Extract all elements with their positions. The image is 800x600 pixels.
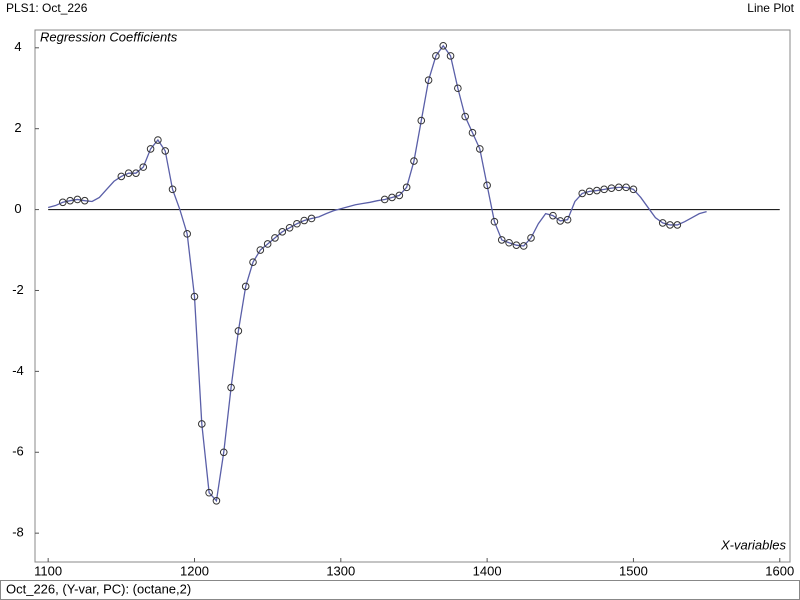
data-point xyxy=(549,211,557,220)
data-point xyxy=(395,191,404,200)
data-point xyxy=(234,327,243,335)
x-tick-label: 1500 xyxy=(619,563,648,578)
data-point xyxy=(146,145,155,153)
data-point xyxy=(278,228,287,236)
data-point xyxy=(227,383,235,392)
x-tick-label: 1400 xyxy=(473,563,502,578)
data-point xyxy=(66,196,74,205)
y-tick-label: 2 xyxy=(14,120,21,135)
data-point xyxy=(629,185,638,194)
data-point xyxy=(388,193,396,202)
data-point xyxy=(161,147,170,155)
data-point xyxy=(505,238,513,247)
data-point xyxy=(432,52,440,60)
data-point xyxy=(139,163,148,171)
data-point xyxy=(402,183,411,192)
data-point xyxy=(190,292,199,301)
x-axis-label: X-variables xyxy=(720,537,787,552)
data-line xyxy=(47,44,707,503)
data-point xyxy=(307,214,316,223)
data-point xyxy=(73,195,82,204)
data-point xyxy=(132,169,140,177)
data-point xyxy=(519,242,528,250)
data-point xyxy=(483,181,491,190)
data-point xyxy=(249,258,257,266)
x-tick-label: 1300 xyxy=(326,563,355,578)
data-point xyxy=(454,84,462,93)
data-point xyxy=(607,184,616,192)
x-tick-label: 1100 xyxy=(34,563,62,578)
y-tick-label: -2 xyxy=(12,282,24,297)
data-point xyxy=(527,234,535,242)
data-point xyxy=(271,234,279,242)
data-point xyxy=(154,136,162,144)
data-point xyxy=(380,195,389,204)
data-point xyxy=(446,52,455,60)
data-point xyxy=(476,145,484,153)
data-point xyxy=(556,217,565,225)
data-point xyxy=(198,420,206,428)
data-point xyxy=(285,223,294,232)
data-point xyxy=(673,221,682,229)
data-point xyxy=(666,221,674,229)
data-point xyxy=(80,196,89,205)
y-tick-label: -4 xyxy=(12,363,24,378)
data-point xyxy=(468,128,477,137)
y-tick-label: -8 xyxy=(12,525,24,540)
x-tick-label: 1600 xyxy=(765,563,794,578)
data-point xyxy=(512,241,521,249)
data-point xyxy=(593,186,601,195)
data-point xyxy=(205,488,213,497)
data-point xyxy=(578,189,587,198)
data-point xyxy=(461,112,469,121)
data-point xyxy=(410,157,418,165)
chart-title: Regression Coefficients xyxy=(40,29,178,44)
x-tick-label: 1200 xyxy=(180,563,209,578)
data-point xyxy=(658,219,667,227)
header-left: PLS1: Oct_226 xyxy=(6,1,88,15)
data-point xyxy=(124,169,133,177)
data-point xyxy=(183,230,191,238)
data-point xyxy=(212,497,221,505)
y-tick-label: 0 xyxy=(14,201,21,216)
data-point xyxy=(300,216,309,225)
data-point xyxy=(417,116,426,125)
data-point xyxy=(256,246,265,254)
y-tick-label: 4 xyxy=(14,39,21,54)
data-point xyxy=(497,236,506,244)
data-point xyxy=(241,282,250,291)
data-point xyxy=(59,198,67,207)
data-point xyxy=(439,41,448,50)
y-tick-label: -6 xyxy=(12,444,24,459)
data-point xyxy=(490,217,499,226)
data-point xyxy=(622,183,630,192)
data-point xyxy=(168,185,177,194)
data-point xyxy=(263,240,272,248)
data-point xyxy=(424,76,433,84)
data-point xyxy=(615,183,623,192)
header-right: Line Plot xyxy=(747,1,794,15)
data-point xyxy=(293,219,301,228)
data-point xyxy=(600,185,608,194)
status-text: Oct_226, (Y-var, PC): (octane,2) xyxy=(6,581,191,596)
data-point xyxy=(585,187,594,196)
plot-frame xyxy=(34,29,791,563)
data-point xyxy=(563,215,572,224)
data-point xyxy=(219,448,228,457)
data-point xyxy=(117,172,126,181)
